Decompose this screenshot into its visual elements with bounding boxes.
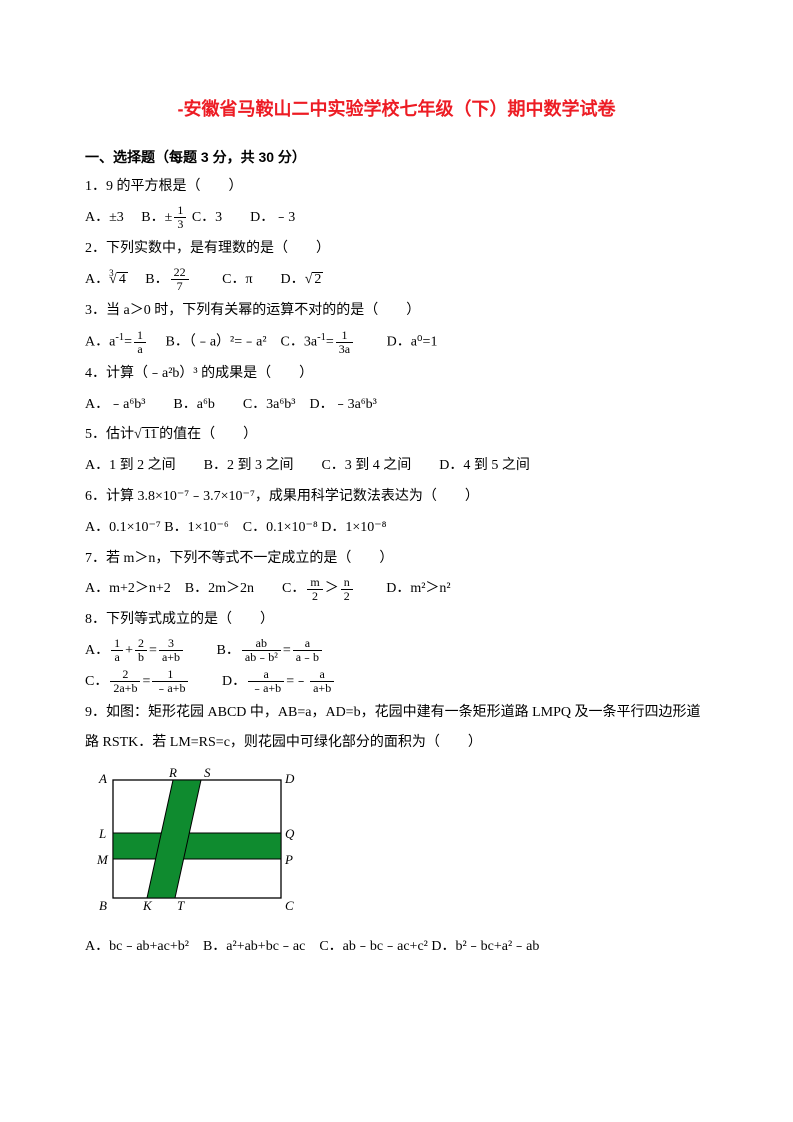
svg-text:T: T bbox=[177, 898, 185, 913]
question-1: 1．9 的平方根是（ ） bbox=[85, 172, 708, 203]
section-heading: 一、选择题（每题 3 分，共 30 分） bbox=[85, 142, 708, 173]
fraction-a-amb: aa﹣b bbox=[293, 637, 322, 664]
q8-opt-a-prefix: A． bbox=[85, 643, 109, 658]
q2-opt-c-prefix: C．π D． bbox=[194, 272, 305, 287]
q8-opt-b-prefix: B． bbox=[189, 643, 240, 658]
question-4-options: A．﹣a⁶b³ B．a⁶b C．3a⁶b³ D．﹣3a⁶b³ bbox=[85, 390, 708, 421]
question-7-options: A．m+2＞n+2 B．2m＞2n C．m2＞n2 D．m²＞n² bbox=[85, 574, 708, 605]
question-6-options: A．0.1×10⁻⁷ B．1×10⁻⁶ C．0.1×10⁻⁸ D．1×10⁻⁸ bbox=[85, 513, 708, 544]
question-3: 3．当 a＞0 时，下列有关幂的运算不对的的是（ ） bbox=[85, 296, 708, 327]
svg-text:P: P bbox=[284, 852, 293, 867]
fraction-1-napb: 1﹣a+b bbox=[152, 668, 188, 695]
fraction-22-7: 227 bbox=[171, 266, 189, 293]
sqrt-2: 2 bbox=[305, 265, 324, 296]
question-4: 4．计算（﹣a²b）³ 的成果是（ ） bbox=[85, 359, 708, 390]
sqrt-11: 11 bbox=[134, 420, 159, 451]
question-9-options: A．bc﹣ab+ac+b² B．a²+ab+bc﹣ac C．ab﹣bc﹣ac+c… bbox=[85, 932, 708, 963]
cube-root-4: 34 bbox=[109, 265, 128, 296]
svg-text:M: M bbox=[96, 852, 109, 867]
fraction-1-3: 13 bbox=[174, 204, 186, 231]
svg-text:S: S bbox=[204, 765, 211, 780]
fraction-n-2: n2 bbox=[341, 576, 353, 603]
q1-opt-cd: C．3 D．﹣3 bbox=[192, 210, 295, 225]
svg-text:Q: Q bbox=[285, 826, 295, 841]
q7-opts-ab: A．m+2＞n+2 B．2m＞2n C． bbox=[85, 581, 305, 596]
q1-opt-a: A．±3 bbox=[85, 210, 138, 225]
svg-text:A: A bbox=[98, 771, 107, 786]
question-5: 5．估计11的值在（ ） bbox=[85, 420, 708, 451]
fraction-ab-abmb2: abab﹣b² bbox=[242, 637, 281, 664]
q2-opt-a-prefix: A． bbox=[85, 272, 109, 287]
fraction-3-aplusb: 3a+b bbox=[159, 637, 183, 664]
fraction-1-3a: 13a bbox=[336, 329, 353, 356]
garden-svg: A R S D L Q M P B K T C bbox=[85, 765, 305, 913]
svg-text:L: L bbox=[98, 826, 106, 841]
question-1-options: A．±3 B．±13 C．3 D．﹣3 bbox=[85, 203, 708, 234]
exam-title: -安徽省马鞍山二中实验学校七年级（下）期中数学试卷 bbox=[85, 90, 708, 130]
svg-text:K: K bbox=[142, 898, 153, 913]
q7-opt-d: D．m²＞n² bbox=[358, 581, 450, 596]
q8-opt-d-prefix: D． bbox=[194, 674, 246, 689]
question-2: 2．下列实数中，是有理数的是（ ） bbox=[85, 234, 708, 265]
question-3-options: A．a-1=1a B．（﹣a）²=﹣a² C．3a-1=13a D．a⁰=1 bbox=[85, 326, 708, 358]
question-8-options-row1: A．1a+2b=3a+b B．abab﹣b²=aa﹣b bbox=[85, 636, 708, 667]
question-5-options: A．1 到 2 之间 B．2 到 3 之间 C．3 到 4 之间 D．4 到 5… bbox=[85, 451, 708, 482]
question-9: 9．如图：矩形花园 ABCD 中，AB=a，AD=b，花园中建有一条矩形道路 L… bbox=[85, 698, 708, 760]
question-8-options-row2: C．22a+b=1﹣a+b D．a﹣a+b=﹣aa+b bbox=[85, 667, 708, 698]
fraction-2-b: 2b bbox=[135, 637, 147, 664]
fraction-2-2apb: 22a+b bbox=[110, 668, 140, 695]
question-8: 8．下列等式成立的是（ ） bbox=[85, 605, 708, 636]
q3-opt-a-prefix: A． bbox=[85, 335, 109, 350]
q8-opt-c-prefix: C． bbox=[85, 674, 108, 689]
exam-page: -安徽省马鞍山二中实验学校七年级（下）期中数学试卷 一、选择题（每题 3 分，共… bbox=[0, 0, 793, 1122]
q5-prefix: 5．估计 bbox=[85, 427, 134, 442]
svg-text:D: D bbox=[284, 771, 295, 786]
fraction-1-a: 1a bbox=[134, 329, 146, 356]
question-6: 6．计算 3.8×10⁻⁷﹣3.7×10⁻⁷，成果用科学记数法表达为（ ） bbox=[85, 482, 708, 513]
svg-text:B: B bbox=[99, 898, 107, 913]
question-2-options: A．34 B．227 C．π D．2 bbox=[85, 265, 708, 296]
q2-opt-b-prefix: B． bbox=[131, 272, 168, 287]
garden-diagram: A R S D L Q M P B K T C bbox=[85, 765, 708, 926]
fraction-1-a: 1a bbox=[111, 637, 123, 664]
fraction-a-napb: a﹣a+b bbox=[248, 668, 284, 695]
q5-suffix: 的值在（ ） bbox=[159, 427, 257, 442]
svg-text:R: R bbox=[168, 765, 177, 780]
q3-opt-b: B．（﹣a）²=﹣a² C． bbox=[152, 335, 304, 350]
question-7: 7．若 m＞n，下列不等式不一定成立的是（ ） bbox=[85, 544, 708, 575]
fraction-m-2: m2 bbox=[307, 576, 322, 603]
q1-opt-b-prefix: B．± bbox=[141, 210, 172, 225]
fraction-a-apb: aa+b bbox=[310, 668, 334, 695]
svg-text:C: C bbox=[285, 898, 294, 913]
q3-opt-d: D．a⁰=1 bbox=[359, 335, 438, 350]
